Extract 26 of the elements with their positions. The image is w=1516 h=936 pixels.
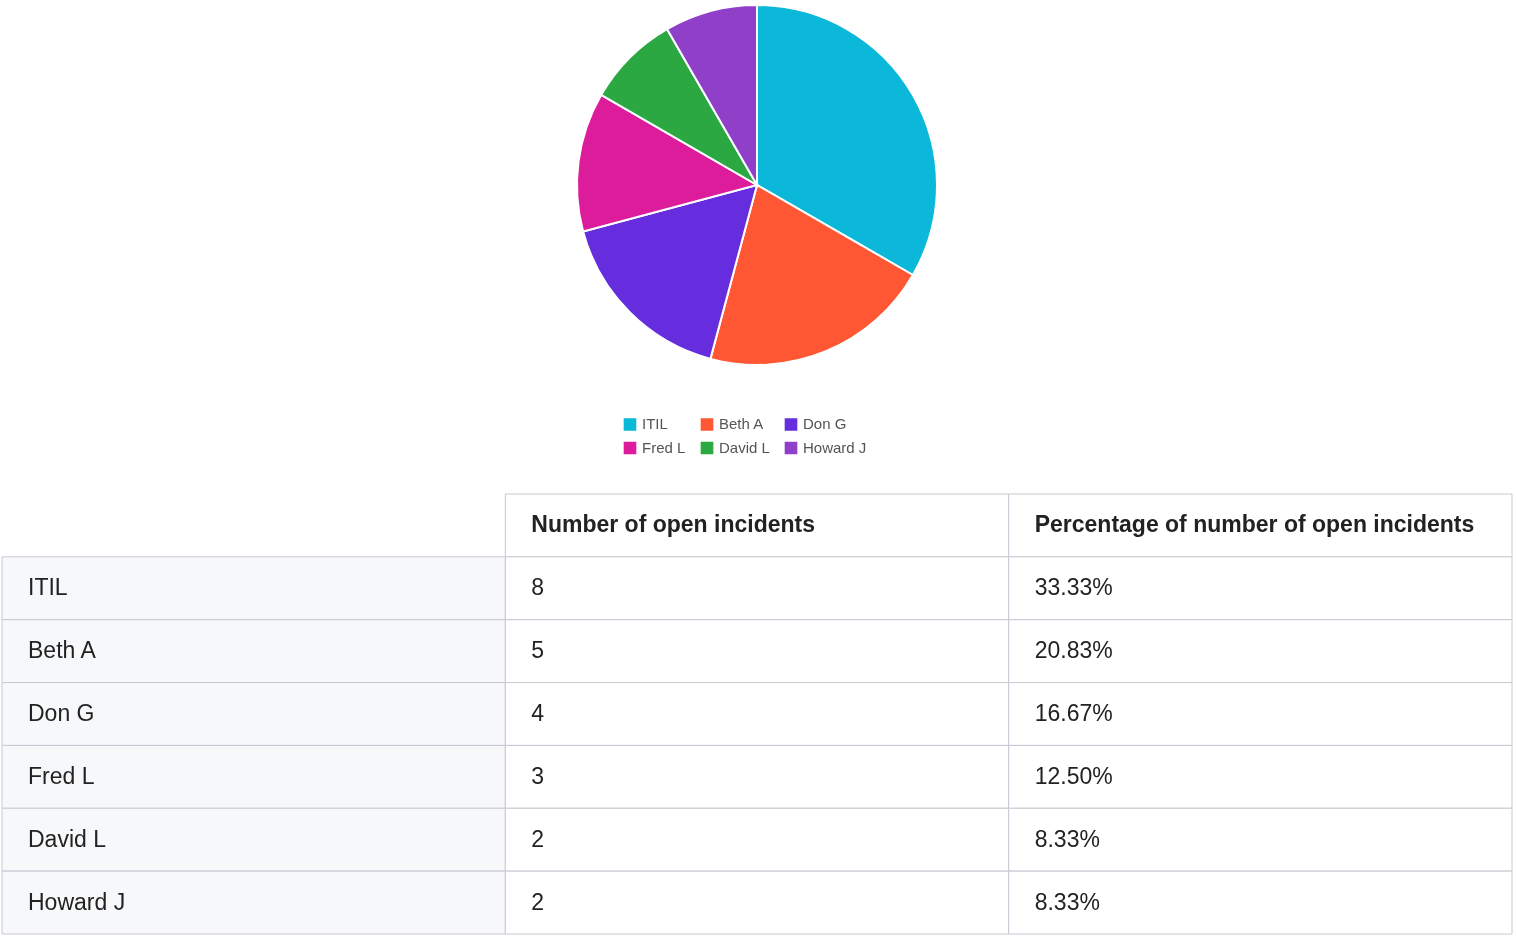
text: Number of open incidents xyxy=(531,511,816,538)
text: 3 xyxy=(531,762,545,789)
category-label: David L xyxy=(28,825,106,852)
text: 20.83% xyxy=(1034,637,1113,664)
text: 16.67% xyxy=(1034,700,1113,726)
text: 2 xyxy=(531,888,545,915)
text: 8.33% xyxy=(1034,888,1100,915)
text: 8 xyxy=(531,574,545,601)
legend-label: ITIL xyxy=(642,415,668,433)
legend-label: Beth A xyxy=(719,415,764,433)
text: Percentage of number of open incidents xyxy=(1034,511,1475,538)
legend-label: Fred L xyxy=(642,439,686,456)
text: 12.50% xyxy=(1034,762,1113,789)
category-label: Fred L xyxy=(28,762,95,789)
legend-label: Howard J xyxy=(803,439,867,456)
category-label: ITIL xyxy=(28,574,68,601)
text: 4 xyxy=(531,700,545,726)
text: 33.33% xyxy=(1034,574,1113,601)
category-label: Don G xyxy=(28,700,95,726)
text: 2 xyxy=(531,825,545,852)
text: 5 xyxy=(531,637,545,664)
category-label: Howard J xyxy=(28,888,126,915)
legend-label: Don G xyxy=(803,415,847,433)
legend-label: David L xyxy=(719,439,770,456)
category-label: Beth A xyxy=(28,637,96,664)
text: 8.33% xyxy=(1034,825,1100,852)
